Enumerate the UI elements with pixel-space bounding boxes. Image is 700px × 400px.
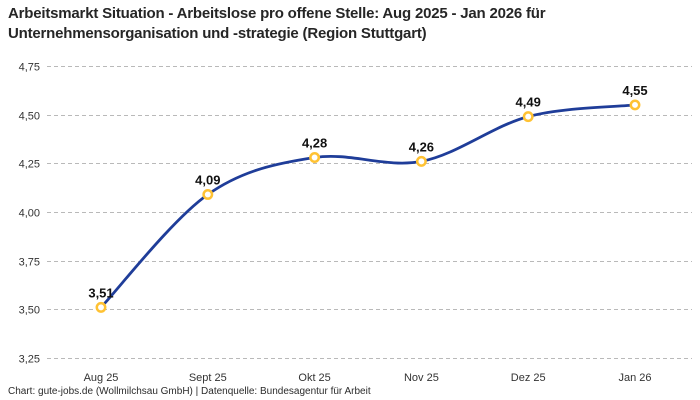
y-axis-tick-label: 3,50 [19, 305, 40, 317]
data-point-label: 3,51 [88, 285, 113, 300]
x-axis-tick-label: Okt 25 [298, 372, 330, 384]
x-axis-tick-label: Sept 25 [189, 372, 227, 384]
x-axis-tick-label: Nov 25 [404, 372, 439, 384]
data-point-marker [629, 99, 641, 111]
y-axis-tick-label: 4,75 [19, 62, 40, 74]
data-point-marker [309, 152, 321, 163]
y-axis-tick-label: 4,00 [19, 208, 40, 220]
x-axis-tick-label: Jan 26 [618, 372, 651, 384]
y-axis-tick-label: 3,25 [19, 354, 40, 366]
data-point-label: 4,09 [195, 172, 220, 187]
x-axis-tick-label: Dez 25 [511, 372, 546, 384]
data-point-marker [202, 189, 214, 200]
y-axis-tick-label: 4,25 [19, 159, 40, 171]
data-point-label: 4,49 [516, 95, 541, 110]
data-point-marker [95, 301, 107, 313]
data-point-marker [415, 155, 427, 167]
chart-title: Arbeitsmarkt Situation - Arbeitslose pro… [8, 5, 546, 42]
chart-footer: Chart: gute-jobs.de (Wollmilchsau GmbH) … [8, 386, 371, 397]
data-point-label: 4,28 [302, 135, 327, 150]
data-point-label: 4,26 [409, 139, 434, 154]
x-axis-tick-label: Aug 25 [84, 372, 119, 384]
data-point-label: 4,55 [622, 83, 647, 98]
y-axis-tick-label: 3,75 [19, 257, 40, 269]
data-point-marker [522, 111, 534, 123]
y-axis-tick-label: 4,50 [19, 111, 40, 123]
series-line [99, 103, 637, 309]
